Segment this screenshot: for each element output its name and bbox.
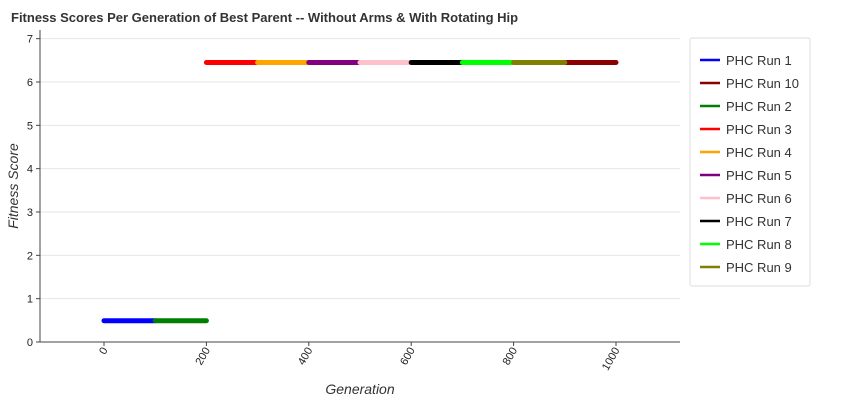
x-tick-label: 800 [501, 346, 521, 368]
y-axis-label: Fitness Score [5, 143, 21, 229]
y-tick-label: 5 [27, 120, 33, 132]
legend-box [689, 37, 811, 287]
grid [40, 38, 680, 300]
chart-title: Fitness Scores Per Generation of Best Pa… [11, 10, 518, 25]
legend-label: PHC Run 1 [726, 53, 792, 68]
legend-label: PHC Run 4 [726, 145, 792, 160]
y-tick-label: 3 [27, 207, 33, 219]
y-tick-label: 1 [27, 294, 33, 306]
y-tick-label: 7 [27, 34, 33, 46]
y-tick-label: 6 [27, 77, 33, 89]
legend-label: PHC Run 2 [726, 99, 792, 114]
x-tick-label: 400 [296, 346, 316, 368]
y-tick-label: 4 [27, 164, 33, 176]
x-axis-label: Generation [325, 381, 394, 397]
y-tick-label: 0 [27, 337, 33, 349]
legend-label: PHC Run 8 [726, 237, 792, 252]
legend-label: PHC Run 3 [726, 122, 792, 137]
y-tick-label: 2 [27, 250, 33, 262]
x-tick-label: 200 [193, 346, 213, 368]
legend-label: PHC Run 7 [726, 214, 792, 229]
legend-label: PHC Run 6 [726, 191, 792, 206]
series-lines [101, 60, 619, 324]
legend-label: PHC Run 5 [726, 168, 792, 183]
x-tick-label: 1000 [600, 346, 623, 373]
legend-label: PHC Run 9 [726, 260, 792, 275]
legend-label: PHC Run 10 [726, 76, 799, 91]
x-tick-label: 0 [97, 346, 110, 357]
x-tick-label: 600 [398, 346, 418, 368]
legend: PHC Run 1 PHC Run 10 PHC Run 2 PHC Run 3 PHC… [689, 37, 811, 287]
